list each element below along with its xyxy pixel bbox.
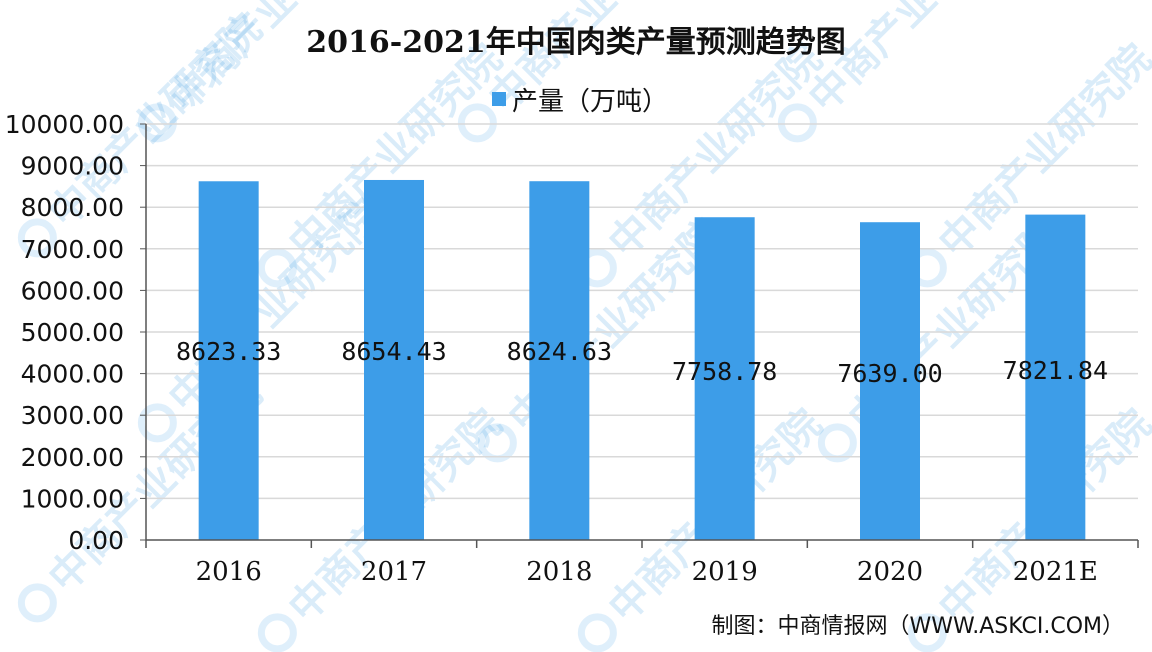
- data-label: 8624.63: [507, 337, 612, 366]
- y-tick-label: 6000.00: [21, 276, 124, 305]
- bar: [860, 222, 920, 541]
- watermark-logo-icon: [577, 613, 617, 652]
- y-tick-label: 1000.00: [21, 484, 124, 513]
- bar: [364, 179, 424, 540]
- y-tick-label: 8000.00: [21, 193, 124, 222]
- data-labels: 8623.33 8654.43 8624.63 7758.78 7639.00 7821.…: [176, 337, 1108, 388]
- x-tick-label: 2018: [526, 557, 592, 587]
- watermark-logo-icon: [457, 103, 497, 143]
- legend-swatch: [492, 92, 506, 106]
- y-tick-label: 7000.00: [21, 235, 124, 264]
- y-tick-label: 10000.00: [5, 110, 124, 139]
- legend: 产量（万吨）: [492, 87, 668, 117]
- y-tick-label: 4000.00: [21, 360, 124, 389]
- legend-entry: 产量（万吨）: [512, 87, 668, 117]
- x-tick-label: 2020: [857, 557, 923, 587]
- y-tick-label: 0.00: [68, 526, 124, 555]
- watermark-logo-icon: [17, 583, 57, 623]
- data-label: 7758.78: [672, 357, 777, 386]
- bar: [1025, 214, 1086, 540]
- watermark-text: 中商产业研究院: [160, 191, 391, 422]
- chart-title: 2016-2021年中国肉类产量预测趋势图: [306, 25, 845, 60]
- watermark-logo-icon: [777, 103, 817, 143]
- watermark-logo-icon: [907, 613, 947, 652]
- x-axis-ticks: 2016 2017 2018 2019 2020 2021E: [145, 540, 1139, 587]
- x-tick-label: 2016: [196, 557, 262, 587]
- bar: [694, 217, 755, 541]
- watermark-logo-icon: [257, 248, 297, 288]
- x-tick-label: 2021E: [1013, 557, 1098, 587]
- bar: [198, 181, 259, 540]
- x-tick-label: 2017: [361, 557, 427, 587]
- watermark-logo-icon: [17, 218, 57, 258]
- watermark-logo-icon: [817, 423, 857, 463]
- data-label: 8654.43: [341, 337, 446, 366]
- data-label: 8623.33: [176, 337, 281, 366]
- data-label: 7639.00: [837, 359, 942, 388]
- bar-series: [198, 179, 1086, 541]
- y-tick-label: 5000.00: [21, 318, 124, 347]
- source-credit: 制图：中商情报网（WWW.ASKCI.COM）: [712, 614, 1124, 639]
- y-tick-label: 9000.00: [21, 152, 124, 181]
- y-axis-ticks: 0.00 1000.00 2000.00 3000.00 4000.00 5000.00 6…: [5, 110, 146, 555]
- data-label: 7821.84: [1003, 356, 1108, 385]
- watermark-logo-icon: [477, 423, 517, 463]
- y-tick-label: 3000.00: [21, 401, 124, 430]
- x-tick-label: 2019: [692, 557, 758, 587]
- watermark-text: 中商产业研究院: [800, 0, 1031, 121]
- gridlines: [146, 123, 1138, 500]
- watermark-logo-icon: [257, 613, 297, 652]
- bar: [529, 181, 590, 540]
- y-tick-label: 2000.00: [21, 443, 124, 472]
- watermark-text: 中商产业研究院: [160, 0, 391, 121]
